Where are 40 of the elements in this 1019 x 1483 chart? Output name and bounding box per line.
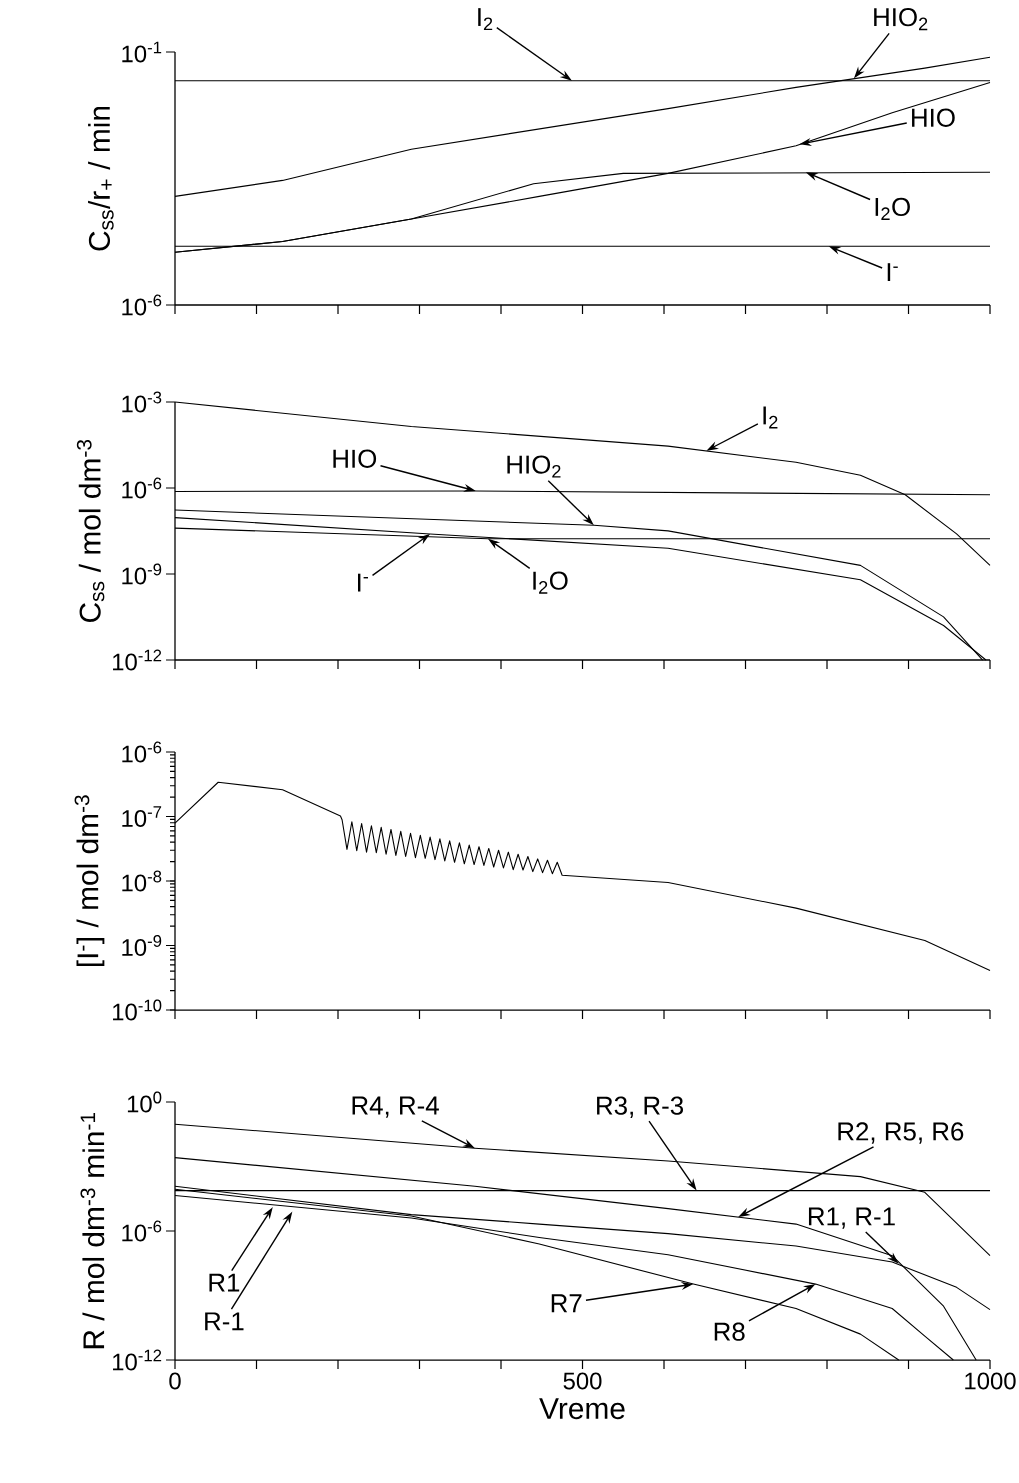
- y-tick-label: 10$^{-1}$: [122, 41, 162, 63]
- annotation: I$^{-}$: [887, 263, 898, 282]
- y-tick-label: 10$^{-9}$: [122, 563, 162, 585]
- y-tick-label: 10$^{0}$: [127, 1091, 162, 1113]
- x-tick-label: 0: [169, 1372, 181, 1390]
- annotation: R4, R-4: [352, 1096, 439, 1118]
- annotation: HIO: [912, 108, 955, 127]
- y-tick-label: 10$^{-3}$: [122, 391, 162, 413]
- annotation: I$_{2}$O: [875, 197, 910, 220]
- annotation: R2, R5, R6: [838, 1122, 964, 1144]
- annotation: I$_{2}$: [763, 406, 778, 429]
- annotation: R7: [551, 1294, 582, 1313]
- annotation: HIO$_{2}$: [874, 8, 928, 31]
- annotation: R3, R-3: [597, 1096, 684, 1118]
- y-axis-title: C$_{ss}$/r$_{+}$ / min: [88, 106, 114, 251]
- y-tick-label: 10$^{-12}$: [113, 1349, 162, 1371]
- y-tick-label: 10$^{-6}$: [122, 477, 162, 499]
- x-axis-title: Vreme: [539, 1398, 625, 1420]
- y-tick-label: 10$^{-12}$: [113, 649, 162, 671]
- annotation: R-1: [205, 1312, 244, 1331]
- annotation: R8: [714, 1322, 745, 1341]
- annotation: R1, R-1: [808, 1207, 895, 1229]
- x-tick-label: 1000: [965, 1372, 1016, 1390]
- y-tick-label: 10$^{-8}$: [122, 870, 162, 892]
- y-axis-title: [I$^{-}$] / mol dm$^{-3}$: [74, 795, 105, 967]
- annotation: I$_{2}$: [478, 8, 493, 31]
- annotation: R1: [209, 1273, 240, 1292]
- y-tick-label: 10$^{-6}$: [122, 1220, 162, 1242]
- y-tick-label: 10$^{-6}$: [122, 294, 162, 316]
- y-tick-label: 10$^{-9}$: [122, 935, 162, 956]
- y-axis-title: R / mol dm$^{-3}$ min$^{-1}$: [80, 1112, 105, 1349]
- annotation: HIO$_{2}$: [507, 455, 561, 478]
- y-tick-label: 10$^{-10}$: [113, 999, 162, 1021]
- y-tick-label: 10$^{-7}$: [122, 806, 162, 827]
- annotation: I$_{2}$O: [533, 571, 568, 594]
- y-axis-title: C$_{ss}$ / mol dm$^{-3}$: [76, 439, 105, 622]
- x-tick-label: 500: [563, 1372, 602, 1390]
- y-tick-label: 10$^{-6}$: [122, 741, 162, 763]
- annotation: I$^{-}$: [357, 573, 369, 592]
- annotation: HIO: [333, 449, 377, 468]
